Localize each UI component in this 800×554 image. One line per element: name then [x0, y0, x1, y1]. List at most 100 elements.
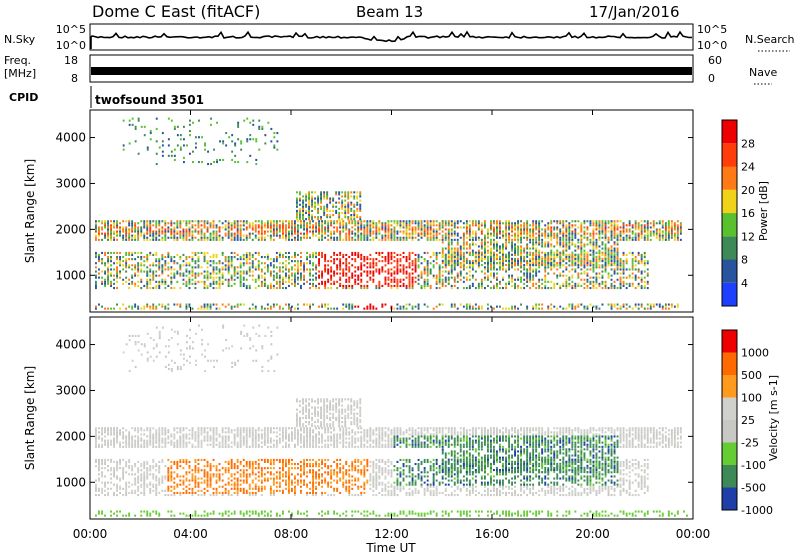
power-cell	[318, 287, 320, 290]
power-cell	[146, 272, 149, 275]
power-cell	[532, 270, 535, 273]
power-cell	[222, 142, 225, 145]
power-cell	[227, 280, 230, 283]
power-cell	[305, 218, 307, 221]
power-cell	[206, 251, 209, 254]
power-cell	[381, 226, 384, 229]
power-cell	[341, 201, 344, 204]
power-cell	[499, 255, 501, 258]
power-cell	[511, 307, 513, 310]
power-cell	[480, 251, 483, 254]
power-cell	[514, 264, 516, 267]
power-cell	[471, 305, 474, 308]
power-cell	[339, 266, 342, 269]
power-cell	[221, 282, 224, 285]
power-cell	[348, 284, 351, 287]
power-cell	[532, 274, 535, 277]
power-cell	[670, 303, 673, 306]
power-cell	[345, 228, 348, 231]
velocity-cell	[173, 445, 176, 448]
power-cell	[173, 127, 176, 130]
power-cell	[420, 276, 423, 279]
power-cell	[302, 209, 304, 212]
power-cell	[248, 251, 251, 254]
power-cell	[324, 287, 327, 290]
power-cell	[282, 262, 284, 265]
power-cell	[354, 228, 357, 231]
velocity-cell	[233, 439, 236, 442]
power-cell	[456, 238, 459, 241]
power-cell	[514, 249, 516, 252]
power-cell	[233, 224, 236, 227]
power-cell	[604, 270, 607, 273]
power-cell	[679, 230, 682, 233]
power-cell	[107, 260, 109, 263]
power-cell	[297, 266, 299, 269]
power-cell	[345, 303, 348, 306]
power-cell	[474, 238, 477, 241]
power-cell	[353, 205, 356, 208]
power-cell	[203, 280, 206, 283]
velocity-cell	[266, 429, 269, 432]
power-cell	[559, 272, 562, 275]
power-cell	[604, 222, 607, 225]
power-cell	[176, 303, 179, 306]
power-cell	[128, 234, 131, 237]
power-cell	[275, 226, 278, 229]
velocity-cell	[239, 433, 242, 436]
power-cell	[161, 303, 164, 306]
power-cell	[128, 123, 131, 126]
power-cell	[282, 278, 284, 281]
power-cell	[167, 268, 170, 271]
power-cell	[640, 228, 643, 231]
velocity-cell	[95, 439, 97, 442]
power-cell	[408, 276, 411, 279]
power-cell	[375, 268, 378, 271]
power-cell	[487, 276, 489, 279]
power-cell	[357, 232, 360, 235]
power-cell	[356, 201, 359, 204]
power-cell	[420, 274, 423, 277]
power-cell	[354, 253, 357, 256]
power-cell	[526, 251, 529, 254]
power-cell	[538, 303, 541, 306]
power-cell	[613, 220, 616, 223]
power-cell	[101, 238, 103, 241]
power-cell	[161, 258, 164, 261]
power-cell	[541, 287, 544, 290]
power-cell	[411, 284, 414, 287]
velocity-cell	[230, 429, 233, 432]
power-cell	[634, 236, 637, 239]
power-cell	[517, 307, 519, 310]
power-cell	[363, 238, 366, 241]
power-cell	[664, 305, 667, 308]
power-cell	[520, 220, 522, 223]
velocity-cell	[197, 431, 200, 434]
power-cell	[459, 236, 462, 239]
power-cell	[176, 224, 179, 227]
power-cell	[312, 253, 314, 256]
power-cell	[309, 230, 311, 233]
power-cell	[529, 238, 532, 241]
power-cell	[490, 264, 492, 267]
velocity-cell	[149, 427, 152, 430]
power-cell	[366, 287, 369, 290]
velocity-cell	[221, 427, 224, 430]
power-cell	[329, 199, 332, 202]
power-cell	[480, 305, 483, 308]
power-cell	[477, 226, 480, 229]
power-cell	[254, 280, 257, 283]
velocity-cell	[107, 445, 109, 448]
power-cell	[426, 305, 429, 308]
power-cell	[158, 258, 161, 261]
power-cell	[339, 251, 342, 254]
velocity-cell	[137, 445, 140, 448]
power-cell	[562, 284, 565, 287]
power-cell	[134, 274, 137, 277]
power-cell	[167, 226, 170, 229]
power-cell	[526, 222, 529, 225]
power-cell	[420, 270, 423, 273]
power-cell	[278, 270, 281, 273]
power-cell	[230, 234, 233, 237]
power-cell	[297, 260, 299, 263]
